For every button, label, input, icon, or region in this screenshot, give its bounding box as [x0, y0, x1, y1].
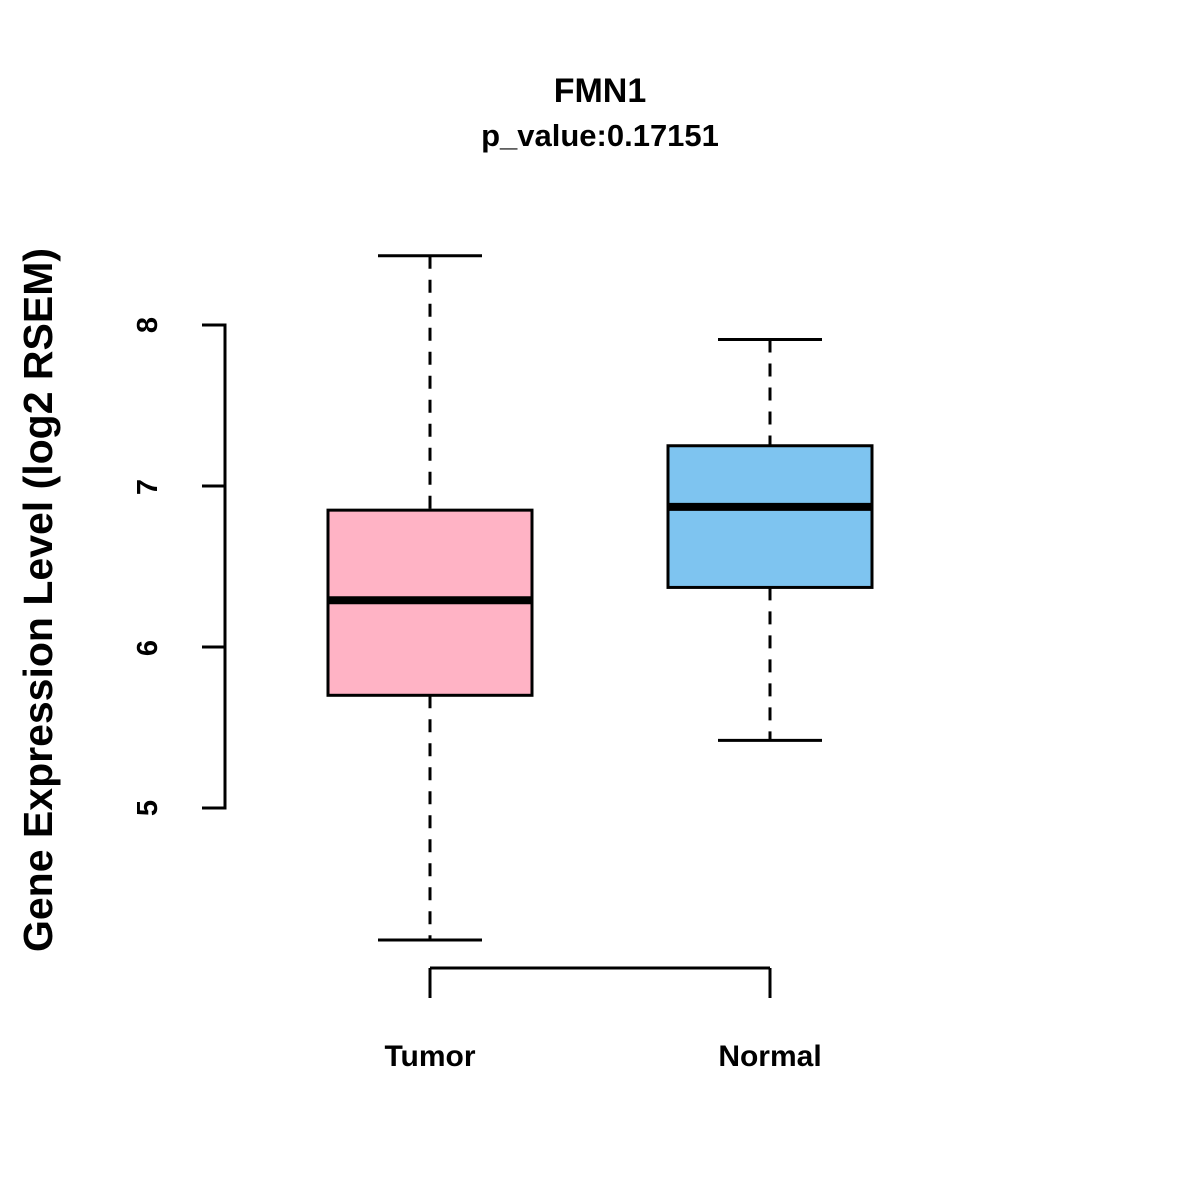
x-group-label-normal: Normal: [718, 1040, 822, 1073]
iqr-box-normal: [666, 444, 874, 589]
x-group-label-tumor: Tumor: [384, 1040, 476, 1073]
chart-title: FMN1: [553, 72, 647, 110]
chart-subtitle-pvalue: p_value:0.17151: [481, 118, 719, 153]
